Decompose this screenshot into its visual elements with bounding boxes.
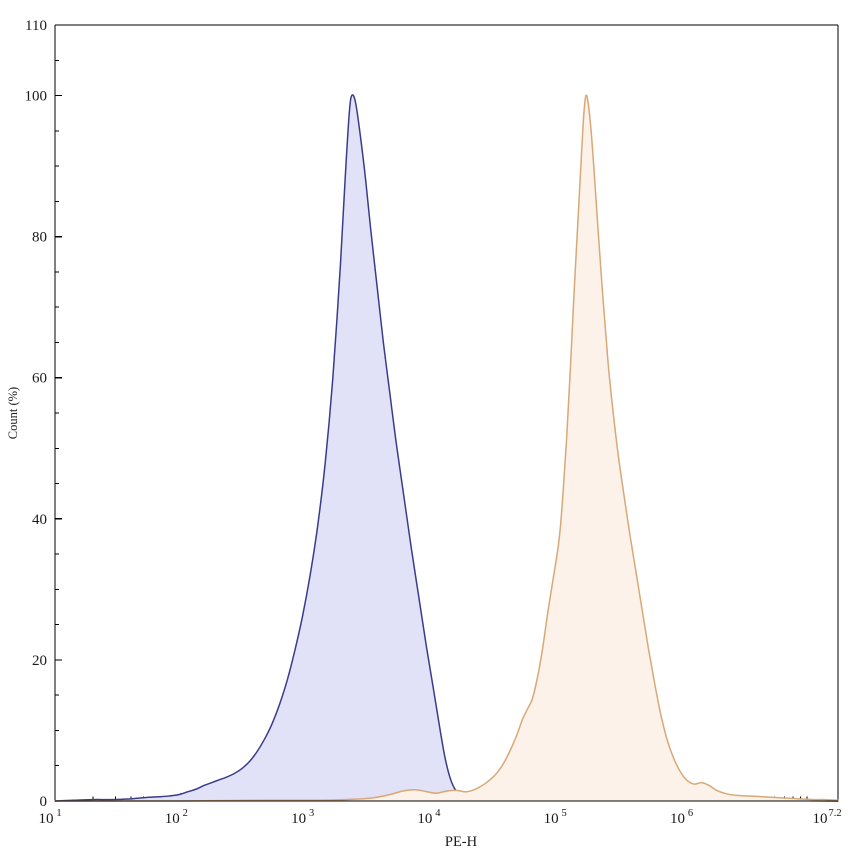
x-tick-label: 10 6 (670, 808, 693, 827)
y-tick-label: 20 (32, 653, 47, 669)
x-tick-label-exponent: 6 (688, 808, 693, 819)
x-tick-label-base: 10 (39, 811, 54, 827)
series-fill-stained-population (55, 95, 838, 802)
x-tick-label: 10 2 (165, 808, 188, 827)
y-tick-label: 100 (25, 89, 48, 105)
series-stained-population (54, 94, 839, 802)
y-tick-label: 60 (32, 371, 47, 387)
x-axis-title: PE-H (445, 834, 478, 850)
x-tick-label: 10 1 (39, 808, 62, 827)
x-axis-tick-labels: 10 1 10 2 10 3 10 4 10 5 10 6 10 7.2 (39, 808, 842, 827)
x-tick-label-base: 10 (165, 811, 180, 827)
y-tick-label: 0 (40, 794, 48, 810)
x-tick-label-exponent: 1 (56, 808, 61, 819)
x-tick-label-exponent: 3 (309, 808, 314, 819)
x-tick-label: 10 4 (417, 808, 441, 827)
y-tick-label: 40 (32, 512, 47, 528)
x-tick-label-exponent: 2 (183, 808, 188, 819)
series-line-control-population (54, 94, 839, 802)
y-tick-label: 110 (25, 18, 47, 34)
series-control-population (54, 94, 839, 802)
x-tick-label-base: 10 (291, 811, 306, 827)
x-tick-label-base: 10 (417, 811, 432, 827)
x-tick-label-base: 10 (544, 811, 559, 827)
series-line-stained-population (54, 94, 839, 802)
x-tick-label: 10 3 (291, 808, 314, 827)
y-axis-ticks (55, 24, 62, 802)
y-axis-tick-labels: 0 20 40 60 80 100 110 (25, 18, 48, 810)
x-tick-label-exponent: 7.2 (828, 808, 841, 819)
series-group (54, 94, 839, 802)
x-tick-label-exponent: 5 (562, 808, 567, 819)
x-tick-label: 10 5 (544, 808, 567, 827)
x-tick-label-base: 10 (670, 811, 685, 827)
plot-frame (54, 24, 839, 802)
y-axis-title: Count (%) (6, 387, 20, 439)
x-tick-label: 10 7.2 (813, 808, 842, 827)
x-tick-label-exponent: 4 (435, 808, 441, 819)
y-tick-label: 80 (32, 230, 47, 246)
x-tick-label-base: 10 (813, 811, 828, 827)
series-fill-control-population (55, 94, 838, 802)
